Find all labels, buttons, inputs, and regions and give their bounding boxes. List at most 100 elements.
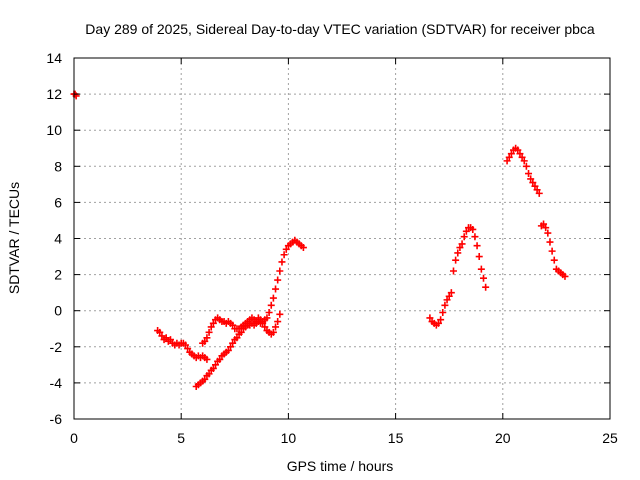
data-point	[535, 189, 543, 197]
data-point	[527, 175, 535, 183]
y-tick-label: 0	[54, 303, 62, 319]
y-axis-label: SDTVAR / TECUs	[6, 182, 22, 294]
data-point	[441, 301, 449, 309]
y-tick-label: 2	[54, 267, 62, 283]
data-point	[162, 334, 170, 342]
data-point	[507, 150, 515, 158]
data-point	[280, 251, 288, 259]
x-tick-label: 15	[388, 430, 404, 446]
data-point	[276, 310, 284, 318]
data-point	[516, 150, 524, 158]
data-point	[550, 256, 558, 264]
data-point	[227, 343, 235, 351]
x-axis-label: GPS time / hours	[287, 458, 394, 474]
data-point	[544, 229, 552, 237]
data-point	[471, 233, 479, 241]
data-point	[224, 346, 232, 354]
y-tick-label: -2	[50, 339, 63, 355]
data-point	[201, 375, 209, 383]
data-point	[531, 182, 539, 190]
x-tick-label: 5	[177, 430, 185, 446]
data-point	[207, 323, 215, 331]
data-point	[426, 314, 434, 322]
data-point	[205, 370, 213, 378]
data-point	[548, 247, 556, 255]
data-point	[529, 179, 537, 187]
data-point	[542, 224, 550, 232]
data-point	[505, 153, 513, 161]
data-point	[520, 157, 528, 165]
data-point	[454, 249, 462, 257]
data-point	[229, 339, 237, 347]
data-point	[477, 265, 485, 273]
series-seg-e	[449, 224, 490, 291]
data-point	[156, 328, 164, 336]
data-point	[272, 323, 280, 331]
y-tick-label: 10	[46, 122, 62, 138]
data-point	[456, 244, 464, 252]
axis-ticks: 0 5 10 15 20 25 -6 -4 -2 0 2 4 6 8 10 12 14	[46, 50, 618, 446]
data-point	[518, 153, 526, 161]
x-tick-label: 10	[281, 430, 297, 446]
data-point	[229, 321, 237, 329]
y-tick-label: 8	[54, 158, 62, 174]
data-point	[276, 267, 284, 275]
data-point	[462, 227, 470, 235]
series-seg-c	[192, 236, 307, 391]
series-seg-b	[199, 310, 284, 347]
data-point	[274, 276, 282, 284]
data-point	[443, 296, 451, 304]
x-tick-label: 25	[602, 430, 618, 446]
data-point	[449, 267, 457, 275]
data-point	[525, 170, 533, 178]
y-tick-label: 6	[54, 194, 62, 210]
data-point	[458, 240, 466, 248]
data-point	[233, 334, 241, 342]
data-point	[475, 253, 483, 261]
data-point	[205, 328, 213, 336]
data-point	[482, 283, 490, 291]
data-point	[274, 318, 282, 326]
data-point	[546, 238, 554, 246]
data-point	[267, 301, 275, 309]
data-point	[460, 233, 468, 241]
series-seg-a	[154, 327, 211, 363]
series-seg-f	[503, 144, 543, 197]
data-point	[469, 225, 477, 233]
data-point	[212, 361, 220, 369]
series-seg-g	[537, 220, 569, 280]
data-point	[166, 336, 174, 344]
data-points	[70, 90, 569, 391]
data-point	[237, 328, 245, 336]
data-point	[263, 314, 271, 322]
y-tick-label: -4	[50, 375, 63, 391]
data-point	[447, 289, 455, 297]
data-point	[439, 309, 447, 317]
data-point	[265, 309, 273, 317]
data-point	[473, 242, 481, 250]
y-tick-label: 12	[46, 86, 62, 102]
data-point	[503, 157, 511, 165]
data-point	[282, 245, 290, 253]
data-point	[437, 316, 445, 324]
chart-title: Day 289 of 2025, Sidereal Day-to-day VTE…	[85, 21, 595, 37]
data-point	[203, 334, 211, 342]
data-point	[522, 162, 530, 170]
data-point	[452, 256, 460, 264]
data-point	[261, 323, 269, 331]
y-tick-label: -6	[50, 411, 63, 427]
data-point	[272, 285, 280, 293]
data-point	[158, 332, 166, 340]
data-point	[209, 364, 217, 372]
data-point	[181, 341, 189, 349]
data-point	[269, 328, 277, 336]
x-tick-label: 20	[495, 430, 511, 446]
x-tick-label: 0	[70, 430, 78, 446]
series-seg-start	[70, 90, 80, 100]
data-point	[203, 355, 211, 363]
grid	[74, 58, 610, 419]
data-point	[434, 319, 442, 327]
data-point	[561, 272, 569, 280]
y-tick-label: 14	[46, 50, 62, 66]
